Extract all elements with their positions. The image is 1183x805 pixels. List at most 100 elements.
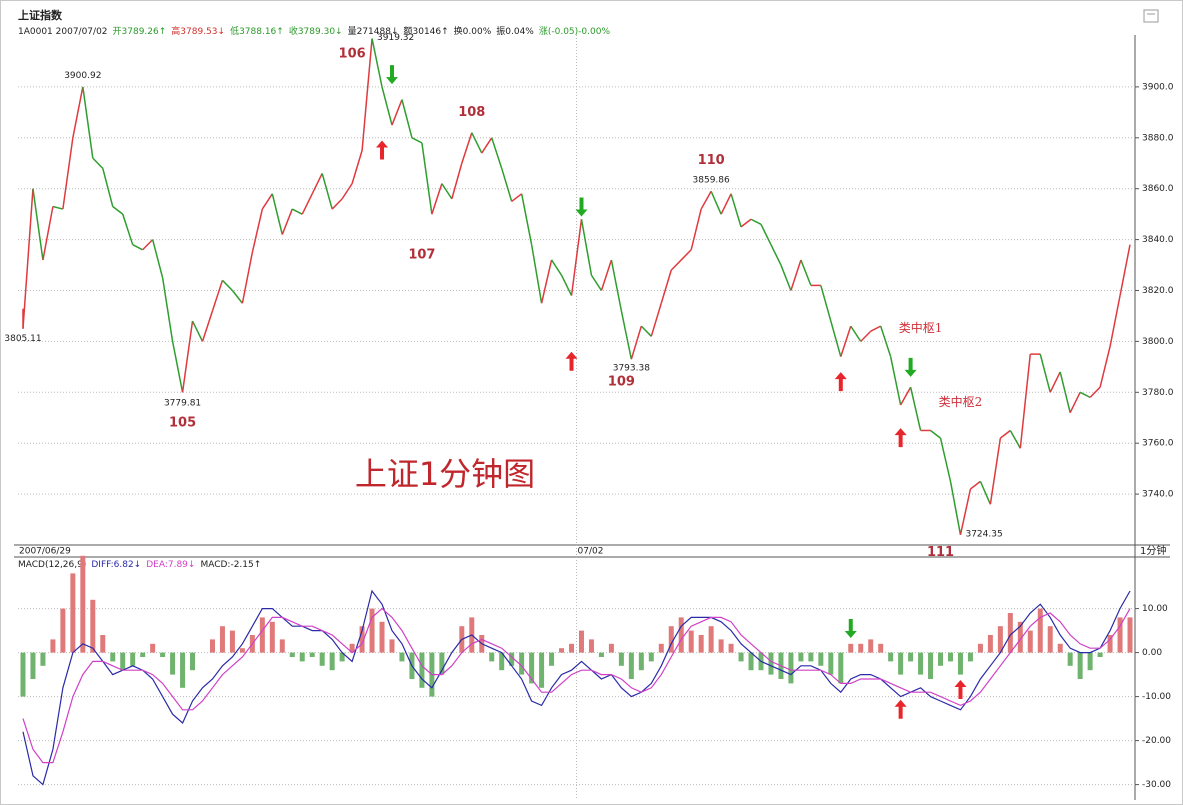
price-bar <box>92 157 104 169</box>
price-bar <box>879 325 892 357</box>
price-bar <box>860 330 872 342</box>
price-bar <box>710 190 722 215</box>
y-tick-label: -10.00 <box>1142 692 1171 702</box>
price-bar <box>351 150 363 184</box>
price-bar <box>112 205 124 215</box>
wave-label: 106 <box>339 46 366 61</box>
macd-bar <box>957 652 963 675</box>
macd-bar <box>947 652 953 662</box>
price-bar <box>660 269 672 304</box>
price-bar <box>550 259 563 276</box>
macd-bar <box>369 608 375 653</box>
macd-bar <box>359 626 365 653</box>
price-bar <box>770 244 782 266</box>
price-bar <box>1099 346 1111 388</box>
macd-bar <box>1017 621 1023 653</box>
period-label: 1分钟 <box>1140 544 1166 557</box>
price-bar <box>381 86 393 126</box>
macd-bar <box>658 643 664 653</box>
y-tick-label: 3740.0 <box>1142 490 1174 500</box>
macd-bar <box>40 652 46 666</box>
wave-label: 111 <box>927 545 954 560</box>
header-item: 低3788.16↑ <box>230 25 284 37</box>
macd-bar <box>279 639 285 653</box>
price-bar <box>261 193 273 210</box>
arrow <box>954 680 967 699</box>
price-bar <box>22 188 34 329</box>
macd-bar <box>299 652 305 662</box>
y-tick-label: 3760.0 <box>1142 439 1174 449</box>
macd-bar <box>997 626 1003 653</box>
macd-bar <box>329 652 335 671</box>
price-bar <box>820 285 832 322</box>
window-icon[interactable] <box>1143 9 1159 23</box>
macd-bar <box>908 652 914 662</box>
macd-bar <box>618 652 624 666</box>
macd-bar <box>60 608 66 653</box>
arrow <box>376 140 389 160</box>
price-bar <box>1119 244 1131 296</box>
macd-bar <box>878 643 884 653</box>
macd-bar <box>578 630 584 653</box>
macd-bar <box>239 648 245 653</box>
header-item: 收3789.30↓ <box>289 25 343 37</box>
price-bar <box>181 320 194 393</box>
price-bar <box>151 239 164 278</box>
price-bar <box>391 99 403 126</box>
macd-bar <box>110 652 116 662</box>
macd-bar <box>70 573 76 653</box>
price-bar <box>830 320 842 357</box>
macd-bar <box>1127 617 1133 653</box>
price-bar <box>42 206 54 261</box>
price-bar <box>1009 430 1021 449</box>
macd-bar <box>1067 652 1073 666</box>
macd-bar <box>439 652 445 675</box>
x-tick-label: 07/02 <box>578 547 604 557</box>
macd-bar <box>229 630 235 653</box>
price-bar <box>600 259 613 291</box>
arrow <box>894 699 907 719</box>
price-bar <box>1039 353 1051 393</box>
price-bar <box>530 244 543 304</box>
macd-bar <box>1087 652 1093 671</box>
price-bar <box>311 173 323 195</box>
price-bar <box>291 208 303 215</box>
legend-entry: DEA:7.89↓ <box>146 560 195 570</box>
price-bar <box>441 183 453 200</box>
header-item: 量271488↓ <box>348 26 399 37</box>
macd-bar <box>858 643 864 653</box>
price-bar <box>850 325 862 342</box>
price-bar <box>580 219 593 276</box>
wave-label: 108 <box>458 105 485 120</box>
price-bar <box>371 38 383 88</box>
price-bar <box>999 429 1011 439</box>
y-tick-label: 3860.0 <box>1142 184 1174 194</box>
price-bar <box>341 183 353 200</box>
macd-bar <box>628 652 634 679</box>
price-bar <box>720 193 732 215</box>
macd-bar <box>748 652 754 671</box>
legend-entry: DIFF:6.82↓ <box>91 560 141 570</box>
macd-bar <box>389 639 395 653</box>
macd-bar <box>569 643 575 653</box>
macd-bar <box>898 652 904 675</box>
macd-bar <box>718 639 724 653</box>
macd-bar <box>130 652 136 666</box>
price-bar <box>670 259 682 271</box>
macd-bar <box>1077 652 1083 679</box>
price-label: 3793.38 <box>613 364 650 374</box>
macd-bar <box>349 643 355 653</box>
macd-title: MACD(12,26,9) <box>18 560 86 570</box>
arrow <box>894 428 907 448</box>
macd-bar <box>90 599 96 653</box>
header-item: 换0.00% <box>454 25 492 37</box>
y-tick-label: 0.00 <box>1142 648 1162 658</box>
macd-bar <box>708 626 714 653</box>
wave-label: 105 <box>169 415 196 430</box>
arrow <box>904 357 917 377</box>
price-bar <box>331 198 343 210</box>
price-bar <box>481 137 493 154</box>
chart-title: 上证指数 <box>18 8 63 22</box>
price-bar <box>401 99 413 138</box>
